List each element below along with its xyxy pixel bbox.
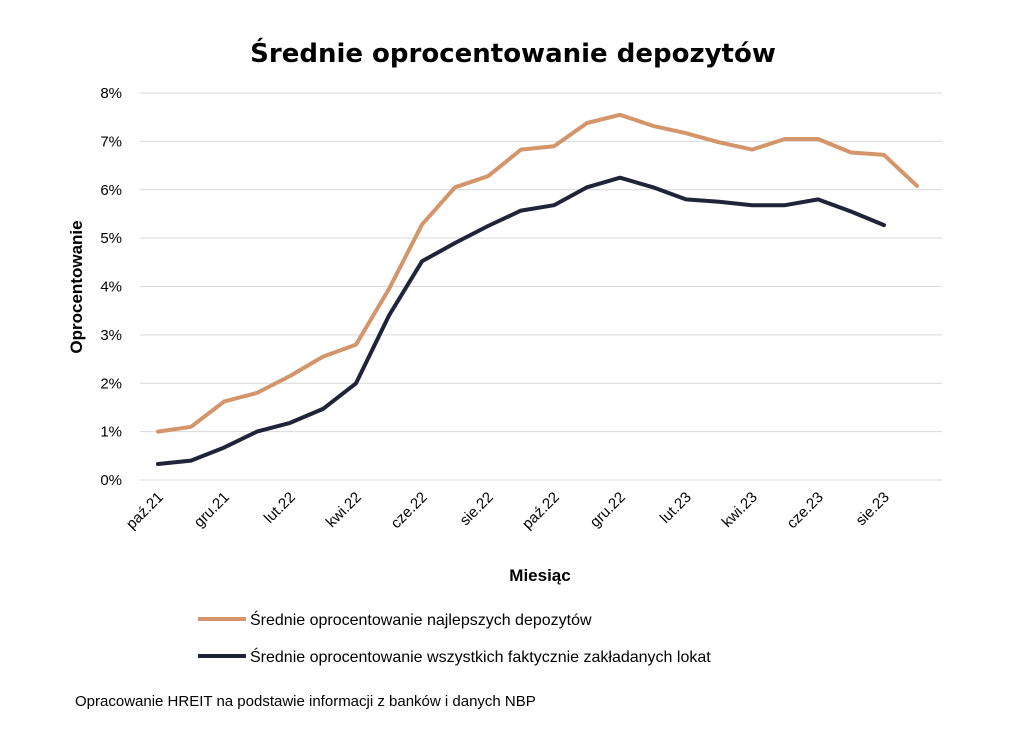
x-tick-label: kwi.22 bbox=[323, 489, 365, 531]
chart-title: Średnie oprocentowanie depozytów bbox=[250, 37, 776, 69]
x-tick-label: sie.22 bbox=[457, 489, 497, 529]
grid-lines bbox=[140, 92, 942, 481]
x-tick-label: gru.22 bbox=[587, 489, 629, 531]
x-tick-label: paź.22 bbox=[519, 489, 563, 533]
series-lines bbox=[156, 112, 919, 466]
y-tick-label: 8% bbox=[100, 85, 122, 102]
y-tick-label: 0% bbox=[100, 472, 122, 489]
y-tick-label: 5% bbox=[100, 230, 122, 247]
x-tick-label: gru.21 bbox=[191, 489, 233, 531]
legend-label-best: Średnie oprocentowanie najlepszych depoz… bbox=[250, 610, 592, 629]
y-tick-label: 3% bbox=[100, 327, 122, 344]
y-axis-ticks: 0% 1% 2% 3% 4% 5% 6% 7% 8% bbox=[100, 85, 122, 489]
legend: Średnie oprocentowanie najlepszych depoz… bbox=[198, 610, 711, 666]
x-tick-label: lut.22 bbox=[261, 489, 299, 527]
y-tick-label: 6% bbox=[100, 182, 122, 199]
x-tick-label: kwi.23 bbox=[719, 489, 761, 531]
y-axis-title: Oprocentowanie bbox=[67, 220, 86, 353]
x-axis-ticks: paź.21 gru.21 lut.22 kwi.22 cze.22 sie.22 paź.… bbox=[123, 489, 893, 533]
legend-label-all: Średnie oprocentowanie wszystkich faktyc… bbox=[250, 647, 711, 666]
y-tick-label: 2% bbox=[100, 375, 122, 392]
y-tick-label: 4% bbox=[100, 279, 122, 296]
x-tick-label: paź.21 bbox=[123, 489, 167, 533]
x-axis-title: Miesiąc bbox=[509, 566, 570, 585]
y-tick-label: 1% bbox=[100, 424, 122, 441]
x-tick-label: cze.22 bbox=[388, 489, 431, 532]
series-line-best-deposits bbox=[156, 112, 919, 434]
y-tick-label: 7% bbox=[100, 133, 122, 150]
x-tick-label: cze.23 bbox=[784, 489, 827, 532]
x-tick-label: sie.23 bbox=[853, 489, 893, 529]
x-tick-label: lut.23 bbox=[657, 489, 695, 527]
series-line-all-deposits bbox=[156, 175, 886, 466]
source-note: Opracowanie HREIT na podstawie informacj… bbox=[75, 693, 536, 710]
